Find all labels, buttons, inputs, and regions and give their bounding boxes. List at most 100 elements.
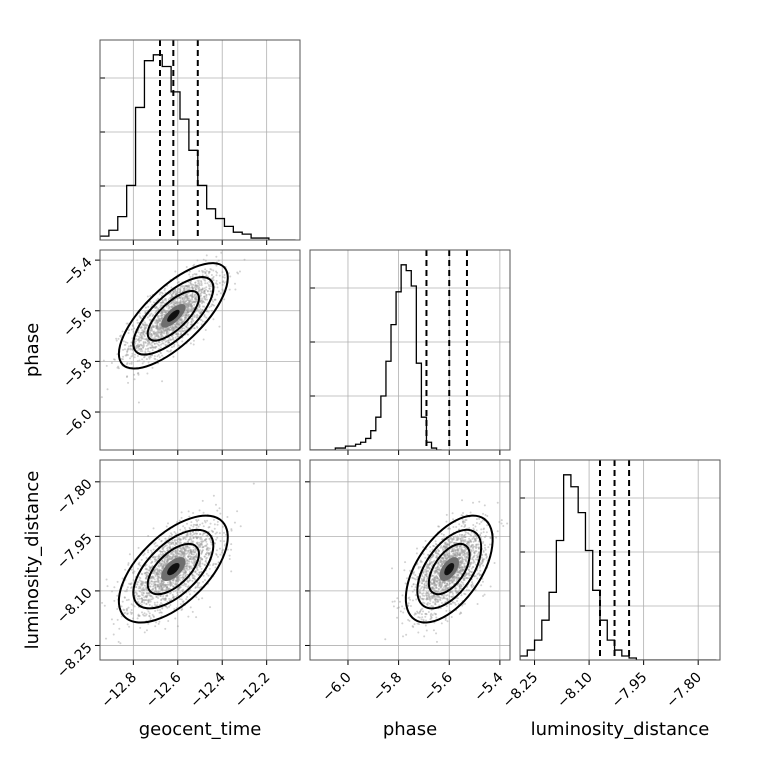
sample-point — [454, 549, 457, 552]
sample-point — [128, 553, 131, 556]
sample-point — [450, 578, 453, 581]
sample-point — [188, 300, 191, 303]
sample-point — [142, 346, 145, 349]
sample-point — [158, 356, 161, 359]
sample-point — [434, 600, 437, 603]
sample-point — [161, 340, 164, 343]
sample-point — [185, 265, 188, 268]
sample-point — [150, 326, 153, 329]
sample-point — [212, 279, 215, 282]
sample-point — [222, 531, 225, 534]
sample-point — [184, 295, 187, 298]
sample-point — [424, 615, 427, 618]
sample-point — [213, 304, 216, 307]
sample-point — [194, 555, 197, 558]
sample-point — [198, 270, 201, 273]
sample-point — [145, 577, 148, 580]
sample-point — [161, 564, 164, 567]
sample-point — [162, 563, 165, 566]
sample-point — [157, 326, 160, 329]
sample-point — [171, 328, 174, 331]
sample-point — [184, 585, 187, 588]
sample-point — [185, 284, 188, 287]
sample-point — [183, 327, 186, 330]
sample-point — [460, 547, 463, 550]
sample-point — [160, 564, 163, 567]
sample-point — [159, 571, 162, 574]
sample-point — [180, 333, 183, 336]
sample-point — [164, 311, 167, 314]
sample-point — [465, 555, 468, 558]
sample-point — [186, 322, 189, 325]
sample-point — [135, 583, 138, 586]
sample-point — [123, 596, 126, 599]
sample-point — [159, 569, 162, 572]
sample-point — [176, 291, 179, 294]
sample-point — [215, 270, 218, 273]
sample-point — [201, 297, 204, 300]
sample-point — [434, 598, 437, 601]
sample-point — [481, 559, 484, 562]
sample-point — [162, 583, 165, 586]
sample-point — [155, 558, 158, 561]
sample-point — [157, 590, 160, 593]
sample-point — [228, 554, 231, 557]
sample-point — [157, 315, 160, 318]
sample-point — [192, 558, 195, 561]
sample-point — [155, 621, 158, 624]
sample-point — [187, 299, 190, 302]
sample-point — [198, 560, 201, 563]
sample-point — [132, 617, 135, 620]
sample-point — [178, 546, 181, 549]
sample-point — [199, 318, 202, 321]
sample-point — [457, 576, 460, 579]
sample-point — [489, 536, 492, 539]
sample-point — [472, 545, 475, 548]
sample-point — [155, 572, 158, 575]
sample-point — [411, 599, 414, 602]
sample-point — [200, 543, 203, 546]
sample-point — [145, 577, 148, 580]
sample-point — [157, 341, 160, 344]
sample-point — [457, 566, 460, 569]
sample-point — [213, 527, 216, 530]
sample-point — [181, 552, 184, 555]
sample-point — [199, 560, 202, 563]
sample-point — [153, 330, 156, 333]
sample-point — [165, 328, 168, 331]
sample-point — [187, 510, 190, 513]
sample-point — [160, 327, 163, 330]
sample-point — [129, 344, 132, 347]
sample-point — [161, 314, 164, 317]
sample-point — [450, 616, 453, 619]
sample-point — [156, 319, 159, 322]
sample-point — [194, 298, 197, 301]
sample-point — [192, 525, 195, 528]
sample-point — [219, 292, 222, 295]
sample-point — [160, 335, 163, 338]
sample-point — [458, 554, 461, 557]
sample-point — [434, 579, 437, 582]
sample-point — [127, 332, 130, 335]
sample-point — [175, 326, 178, 329]
sample-point — [429, 562, 432, 565]
sample-point — [137, 600, 140, 603]
sample-point — [151, 341, 154, 344]
sample-point — [196, 524, 199, 527]
sample-point — [391, 600, 394, 603]
sample-point — [189, 281, 192, 284]
sample-point — [475, 522, 478, 525]
sample-point — [215, 264, 218, 267]
sample-point — [467, 589, 470, 592]
sample-point — [234, 288, 237, 291]
sample-point — [447, 586, 450, 589]
sample-point — [141, 601, 144, 604]
sample-point — [174, 270, 177, 273]
sample-point — [144, 598, 147, 601]
sample-point — [164, 597, 167, 600]
sample-point — [166, 555, 169, 558]
sample-point — [156, 577, 159, 580]
sample-point — [191, 534, 194, 537]
sample-point — [158, 586, 161, 589]
sample-point — [150, 583, 153, 586]
